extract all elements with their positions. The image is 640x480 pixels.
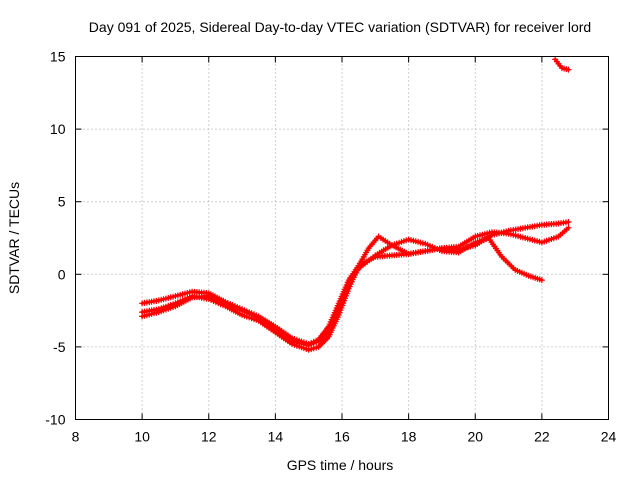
chart-title: Day 091 of 2025, Sidereal Day-to-day VTE… (89, 19, 591, 35)
series-marker-path-track-1 (139, 224, 572, 347)
x-tick-label: 14 (268, 429, 284, 445)
y-tick-label: 0 (58, 266, 66, 282)
series-marker-path-track-2 (139, 219, 572, 353)
series-markers-track-3 (139, 235, 545, 349)
x-axis-title: GPS time / hours (287, 457, 394, 473)
series-markers-track-1 (139, 224, 572, 347)
x-tick-label: 20 (467, 429, 483, 445)
series-marker-path-track-3 (139, 235, 545, 349)
x-tick-label: 24 (601, 429, 617, 445)
series-line-track-2 (140, 220, 570, 352)
series-marker-path-track-4 (552, 56, 572, 73)
x-tick-label: 8 (72, 429, 80, 445)
x-tick-label: 16 (334, 429, 350, 445)
grid (75, 56, 609, 420)
series-markers-track-2 (139, 219, 572, 353)
series-markers-track-4 (552, 56, 572, 73)
x-tick-label: 18 (401, 429, 417, 445)
y-tick-label: 10 (50, 121, 66, 137)
x-tick-label: 12 (201, 429, 217, 445)
y-tick-label: -5 (53, 339, 66, 355)
axis-ticks: 8 10 12 14 16 18 20 22 24 -10 -5 0 5 10 15 (45, 49, 616, 445)
series-line-track-1 (140, 226, 570, 346)
series-layer (139, 56, 572, 353)
y-axis-title: SDTVAR / TECUs (6, 182, 22, 294)
y-tick-label: -10 (45, 412, 65, 428)
series-group (139, 56, 572, 353)
y-tick-label: 15 (50, 49, 66, 65)
x-tick-label: 10 (134, 429, 150, 445)
y-tick-label: 5 (58, 194, 66, 210)
x-tick-label: 22 (534, 429, 550, 445)
